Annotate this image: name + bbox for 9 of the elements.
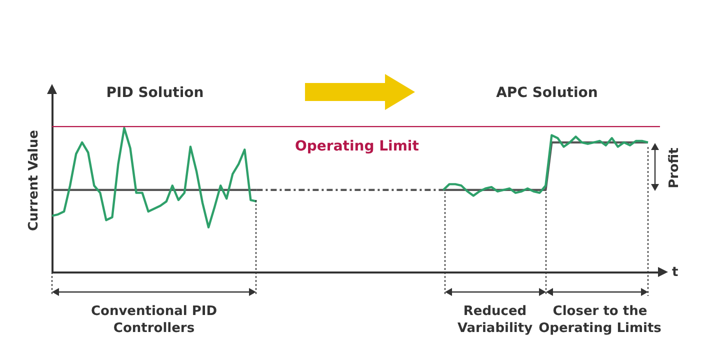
text: Conventional PID Controllers: [90, 303, 218, 337]
y-axis-title: Current Value: [26, 130, 42, 232]
text: PID Solution: [105, 85, 205, 102]
text: Profit: [666, 146, 683, 190]
ref-line-label: Operating Limit: [295, 138, 420, 155]
text: APC Solution: [495, 85, 599, 102]
x-axis-title: t: [672, 264, 678, 281]
text: Reduced Variability: [456, 303, 534, 337]
text: Closer to the Operating Limits: [538, 303, 662, 337]
